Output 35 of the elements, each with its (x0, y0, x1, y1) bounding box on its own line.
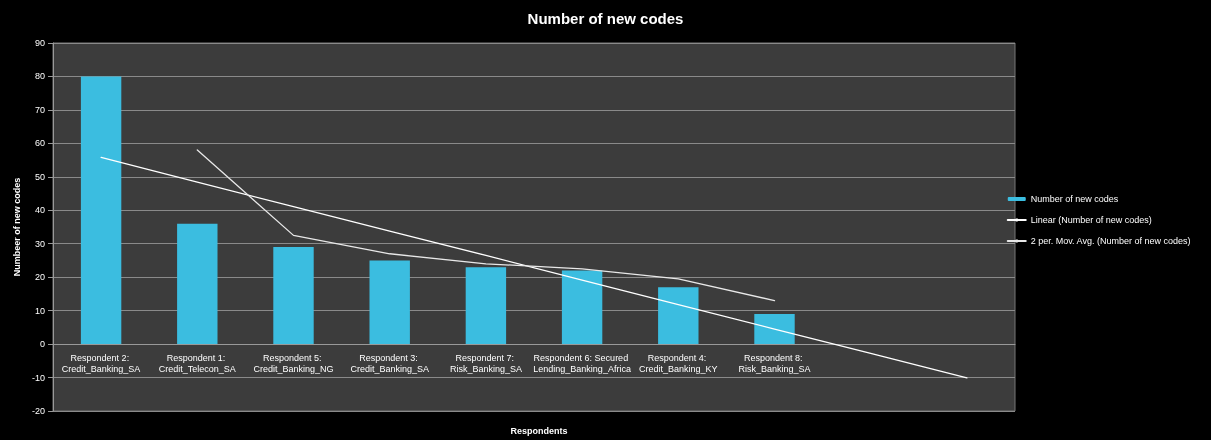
legend-label: Number of new codes (1030, 194, 1119, 204)
y-tick-label: 10 (34, 305, 45, 316)
y-tick-label: -20 (31, 406, 45, 416)
line-series (196, 149, 776, 302)
bar (369, 260, 410, 345)
legend-label: 2 per. Mov. Avg. (Number of new codes) (1030, 236, 1191, 246)
bar (754, 313, 795, 345)
bar (561, 270, 603, 345)
bar (177, 223, 218, 345)
bar (465, 267, 507, 345)
y-tick-label: -10 (31, 372, 45, 383)
x-tick-label: Respondent 6: Secured Lending_Banking_Africa (533, 352, 631, 374)
y-tick-label: 20 (34, 272, 45, 283)
x-tick-label: Respondent 8: Risk_Banking_SA (738, 352, 811, 374)
y-tick-label: 50 (34, 171, 45, 182)
x-tick-label: Respondent 7: Risk_Banking_SA (449, 352, 522, 374)
y-tick-label: 90 (34, 38, 45, 48)
x-tick-label: Respondent 1: Credit_Telecon_SA (158, 352, 236, 374)
y-tick-label: 40 (34, 205, 45, 216)
y-tick-label: 60 (34, 138, 45, 149)
y-tick-label: 30 (34, 238, 45, 249)
x-tick-label: Respondent 4: Credit_Banking_KY (639, 352, 718, 374)
y-tick-label: 80 (34, 71, 45, 82)
x-tick-label: Respondent 3: Credit_Banking_SA (350, 352, 429, 374)
legend-label: Linear (Number of new codes) (1030, 215, 1152, 225)
x-tick-label: Respondent 5: Credit_Banking_NG (253, 352, 334, 374)
chart-title: Number of new codes (527, 10, 684, 27)
y-axis-title: Numbeer of new codes (11, 177, 22, 277)
bar (658, 287, 699, 345)
x-axis-title: Respondents (510, 425, 568, 436)
y-tick-label: 0 (39, 339, 45, 350)
x-tick-label: Respondent 2: Credit_Banking_SA (61, 352, 141, 374)
bar (273, 247, 314, 345)
y-tick-label: 70 (34, 104, 45, 115)
bar (80, 76, 122, 345)
